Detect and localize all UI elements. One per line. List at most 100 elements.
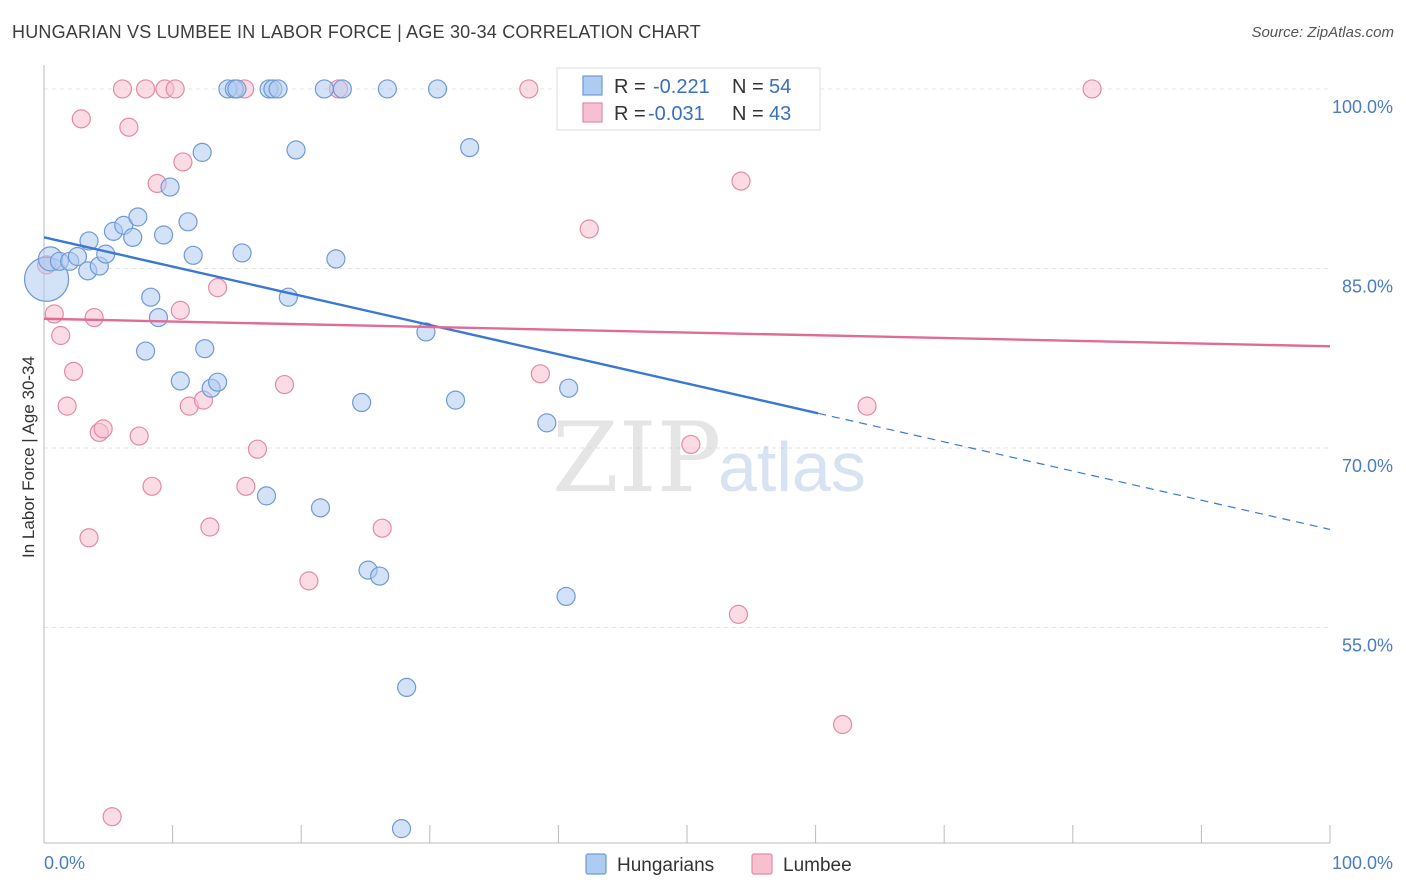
point-hungarians-22 (195, 339, 215, 359)
point-hungarians-41 (370, 566, 390, 586)
point-lumbee-23 (200, 517, 220, 537)
chart-title: HUNGARIAN VS LUMBEE IN LABOR FORCE | AGE… (12, 22, 701, 42)
point-lumbee-26 (236, 476, 256, 496)
point-lumbee-38 (833, 714, 853, 735)
point-hungarians-8 (96, 244, 116, 264)
point-lumbee-4 (63, 361, 84, 382)
legend-r-label-lumbee: R = (614, 103, 646, 125)
grid-lines (44, 88, 1330, 629)
point-lumbee-9 (93, 419, 113, 439)
y-axis-label: In Labor Force | Age 30-34 (19, 356, 38, 558)
point-lumbee-6 (79, 528, 99, 548)
point-hungarians-27 (227, 79, 247, 99)
point-lumbee-10 (102, 807, 122, 827)
point-lumbee-14 (135, 79, 156, 99)
point-lumbee-31 (372, 518, 392, 538)
point-hungarians-18 (170, 371, 190, 391)
point-hungarians-49 (537, 413, 557, 433)
point-lumbee-11 (112, 79, 133, 99)
y-tick-label-3: 100.0% (1332, 97, 1393, 117)
axes (43, 65, 1331, 844)
point-lumbee-15 (142, 476, 162, 496)
point-hungarians-4 (67, 246, 88, 267)
legend: R = -0.221 N = 54 R = -0.031 N = 43 (556, 67, 821, 131)
bottom-legend-swatch-lumbee (751, 853, 773, 875)
legend-n-value-hungarians: 54 (769, 76, 791, 98)
trend-line-hungarians (43, 236, 819, 415)
point-hungarians-13 (135, 341, 156, 361)
point-hungarians-19 (178, 212, 198, 232)
point-lumbee-2 (51, 325, 71, 346)
legend-swatch-hungarians (582, 75, 603, 96)
point-hungarians-28 (232, 243, 252, 263)
point-lumbee-20 (173, 152, 193, 172)
point-lumbee-28 (274, 374, 295, 395)
point-hungarians-43 (391, 819, 412, 839)
point-lumbee-35 (681, 434, 701, 455)
point-lumbee-40 (1082, 79, 1102, 99)
legend-r-value-lumbee: -0.031 (648, 103, 705, 125)
point-hungarians-24 (208, 372, 228, 392)
point-hungarians-48 (460, 137, 480, 158)
point-lumbee-3 (57, 396, 77, 416)
legend-n-label-hungarians: N = (732, 76, 764, 98)
point-hungarians-20 (183, 245, 203, 265)
legend-n-label-lumbee: N = (732, 103, 764, 125)
point-hungarians-12 (128, 207, 148, 227)
y-tick-label-2: 85.0% (1342, 276, 1393, 296)
trend-line-lumbee (43, 317, 1331, 348)
bottom-legend-label-lumbee: Lumbee (783, 855, 852, 876)
watermark-zip: ZIP (552, 402, 721, 514)
legend-n-value-lumbee: 43 (769, 103, 791, 125)
point-hungarians-16 (153, 225, 174, 245)
point-hungarians-31 (268, 79, 288, 99)
point-lumbee-12 (119, 117, 139, 137)
point-hungarians-34 (286, 140, 306, 160)
point-lumbee-34 (579, 219, 599, 239)
point-lumbee-36 (728, 604, 749, 624)
y-tick-labels: 55.0% 70.0% 85.0% 100.0% (1332, 97, 1393, 656)
point-hungarians-35 (310, 498, 331, 518)
point-hungarians-51 (556, 586, 576, 607)
point-hungarians-14 (141, 287, 161, 307)
point-lumbee-32 (519, 79, 539, 99)
point-hungarians-50 (559, 378, 579, 398)
data-points (23, 79, 1102, 839)
point-lumbee-39 (857, 396, 877, 416)
bottom-legend-swatch-hungarians (585, 853, 607, 875)
y-tick-label-0: 55.0% (1342, 636, 1393, 656)
point-hungarians-46 (427, 79, 448, 99)
trend-lines (43, 236, 1331, 530)
source-credit: Source: ZipAtlas.com (1251, 24, 1394, 41)
point-lumbee-24 (208, 278, 228, 298)
bottom-legend: Hungarians Lumbee (585, 853, 852, 876)
point-lumbee-5 (71, 109, 91, 129)
legend-r-value-hungarians: -0.221 (653, 76, 710, 98)
point-hungarians-39 (352, 392, 372, 413)
point-hungarians-32 (256, 486, 277, 506)
point-hungarians-42 (377, 79, 397, 99)
point-lumbee-13 (129, 426, 149, 446)
point-hungarians-21 (192, 142, 212, 162)
watermark-atlas: atlas (718, 428, 866, 506)
point-lumbee-29 (299, 571, 319, 591)
y-tick-label-1: 70.0% (1342, 456, 1393, 476)
point-hungarians-11 (123, 227, 143, 247)
point-hungarians-17 (160, 177, 180, 197)
point-lumbee-18 (165, 79, 185, 99)
point-hungarians-15 (148, 307, 169, 328)
point-hungarians-44 (397, 677, 417, 698)
point-lumbee-7 (84, 307, 104, 328)
legend-swatch-lumbee (582, 102, 603, 123)
point-lumbee-19 (170, 300, 190, 320)
trend-line-hungarians-extension (818, 412, 1331, 530)
point-hungarians-38 (332, 79, 352, 99)
x-tick-label-0: 0.0% (44, 853, 85, 873)
point-lumbee-37 (731, 171, 751, 191)
point-hungarians-37 (326, 249, 346, 269)
x-tick-label-1: 100.0% (1332, 853, 1393, 873)
point-lumbee-33 (530, 364, 550, 384)
point-lumbee-27 (247, 439, 268, 459)
bottom-legend-label-hungarians: Hungarians (617, 855, 714, 876)
